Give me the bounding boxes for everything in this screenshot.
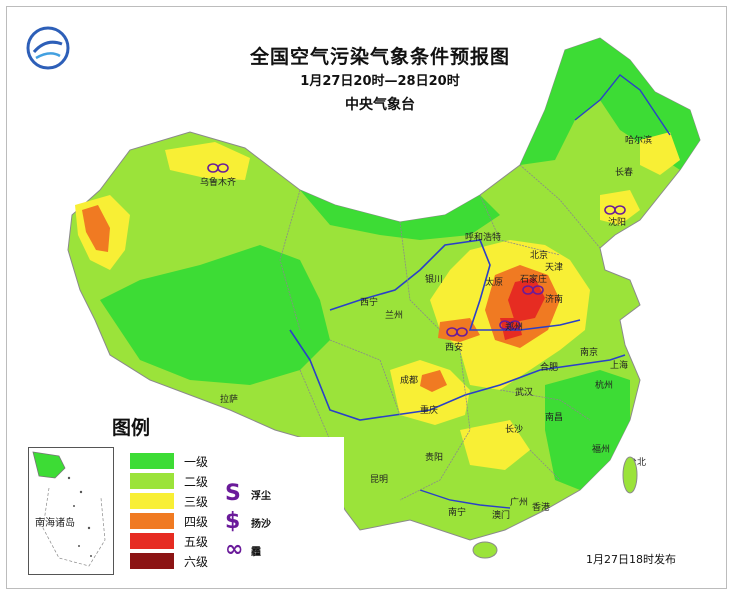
- map-border: [6, 6, 727, 589]
- level3-hunan: [460, 420, 530, 470]
- legend-swatch: [130, 453, 174, 469]
- city-label: 长沙: [505, 423, 523, 435]
- haze-icon: ∞: [225, 537, 244, 562]
- legend-label: 五级: [184, 535, 209, 549]
- legend-label: 一级: [184, 455, 209, 469]
- taiwan-island: [622, 456, 638, 494]
- city-label: 拉萨: [220, 393, 238, 405]
- city-label: 银川: [425, 273, 443, 285]
- city-label: 南昌: [545, 411, 563, 423]
- level4-xinjiang: [82, 205, 110, 252]
- city-label: 石家庄: [520, 273, 547, 285]
- floating-dust-icon: S: [225, 481, 241, 506]
- level1-west: [100, 245, 330, 385]
- city-label: 贵阳: [425, 451, 443, 463]
- city-label: 太原: [485, 276, 503, 288]
- forecast-time-range: 1月27日20时—28日20时: [300, 74, 460, 89]
- legend-label: 四级: [184, 515, 209, 529]
- city-label: 昆明: [370, 474, 388, 485]
- legend-swatch: [130, 553, 174, 569]
- level5-hebei: [508, 278, 545, 322]
- level4-guanzhong: [438, 318, 480, 342]
- yangtze-river: [289, 329, 626, 421]
- inset-label: 南海诸岛: [35, 518, 75, 529]
- city-label: 郑州: [505, 321, 523, 333]
- legend-swatch: [130, 533, 174, 549]
- city-label: 上海: [610, 359, 628, 371]
- legend-label: 二级: [184, 475, 209, 489]
- map-title: 全国空气污染气象条件预报图: [249, 46, 510, 68]
- legend-swatch: [130, 493, 174, 509]
- city-label: 兰州: [385, 309, 403, 321]
- city-label: 南京: [580, 346, 598, 358]
- province-boundaries: [279, 164, 601, 501]
- city-label: 成都: [400, 374, 418, 386]
- city-label: 西宁: [360, 296, 378, 308]
- city-label: 长春: [615, 166, 633, 178]
- legend-label: 三级: [184, 495, 209, 509]
- level3-northeast: [600, 190, 640, 225]
- city-label: 广州: [510, 496, 528, 508]
- city-label: 香港: [532, 501, 550, 513]
- level1-north: [300, 190, 500, 240]
- haze-icon: [207, 163, 626, 337]
- legend-symbol-label: 浮尘: [251, 491, 271, 502]
- city-label: 武汉: [515, 386, 533, 398]
- legend-swatch: [130, 473, 174, 489]
- cma-logo-icon: [26, 26, 70, 70]
- city-label: 沈阳: [608, 216, 626, 228]
- level1-southeast: [545, 370, 630, 490]
- city-label: 重庆: [420, 404, 438, 416]
- level3-xinjiang-north: [165, 142, 250, 180]
- level4-sichuan: [420, 370, 447, 392]
- city-label: 福州: [592, 443, 610, 455]
- hainan-island: [472, 541, 498, 559]
- legend-label: 六级: [184, 555, 209, 569]
- organization-name: 中央气象台: [345, 97, 415, 113]
- city-label: 济南: [545, 293, 563, 305]
- legend-swatch: [130, 513, 174, 529]
- heilongjiang-river: [574, 74, 671, 136]
- yellow-river: [329, 239, 581, 331]
- legend: 一级 二级 三级 四级 五级 六级 S 浮尘 $ 扬沙: [122, 437, 344, 577]
- city-label: 澳门: [492, 509, 510, 521]
- legend-symbol-label: 霾: [251, 547, 261, 558]
- issue-time: 1月27日18时发布: [586, 553, 676, 566]
- inset-map-icon: [32, 451, 106, 567]
- legend-symbol-label: 扬沙: [251, 519, 271, 530]
- city-label: 呼和浩特: [465, 231, 501, 243]
- legend-title: 图例: [112, 417, 151, 439]
- city-label: 哈尔滨: [625, 134, 652, 146]
- level5-henan: [500, 318, 522, 340]
- city-label: 南宁: [448, 506, 466, 518]
- city-label: 乌鲁木齐: [200, 176, 236, 188]
- city-label: 西安: [445, 341, 463, 353]
- level3-northeast-top: [640, 132, 680, 175]
- pearl-river: [419, 489, 511, 509]
- city-label: 北京: [530, 249, 548, 261]
- city-label: 天津: [545, 262, 563, 273]
- south-china-sea-inset: 南海诸岛: [28, 447, 114, 575]
- city-label: 杭州: [595, 379, 613, 391]
- level3-sichuan: [390, 360, 470, 425]
- blowing-sand-icon: $: [225, 509, 241, 534]
- city-label: 合肥: [540, 361, 558, 373]
